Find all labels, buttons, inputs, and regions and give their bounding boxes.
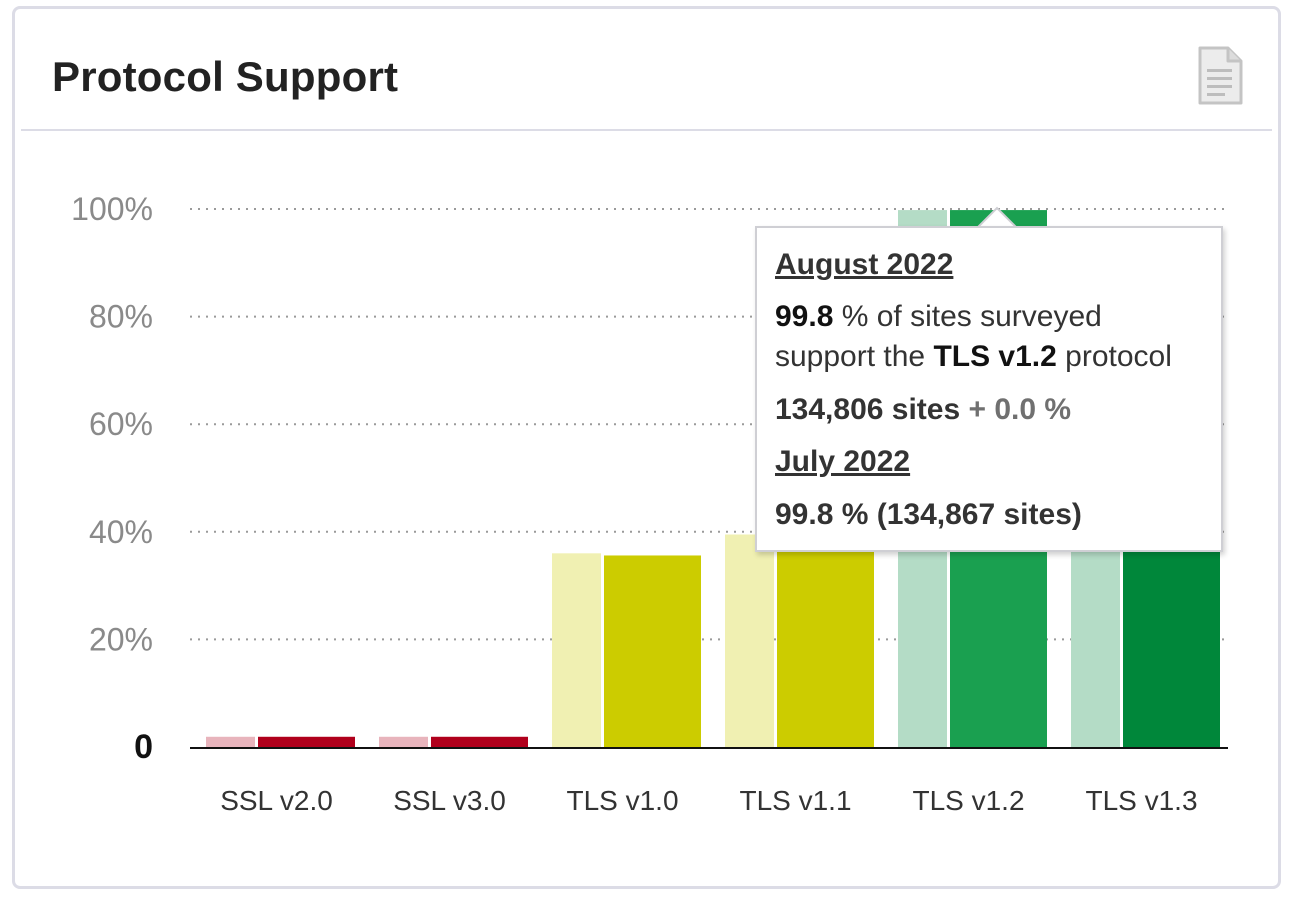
bar-current (258, 736, 355, 747)
y-tick-label: 40% (89, 514, 153, 550)
tooltip-text-2a: support the (775, 340, 934, 373)
tooltip-month: August 2022 (775, 248, 954, 281)
x-tick-label: SSL v2.0 (220, 785, 333, 816)
bar-current (431, 736, 528, 747)
bar-previous (379, 736, 428, 747)
y-tick-label: 0 (134, 728, 153, 766)
tooltip-sites: 134,806 sites (775, 393, 961, 426)
bar-previous (206, 736, 255, 747)
y-tick-label: 20% (89, 621, 153, 657)
tooltip-percent: 99.8 (775, 300, 834, 333)
tooltip-line-1: 99.8 % of sites surveyed (775, 300, 1102, 334)
document-icon[interactable] (1195, 45, 1245, 107)
header-divider (21, 129, 1272, 131)
tooltip-text-1: % of sites surveyed (833, 300, 1102, 333)
bar-current (777, 537, 874, 747)
card-title: Protocol Support (52, 53, 399, 100)
bar-current (1123, 536, 1220, 747)
bar-current (604, 555, 701, 747)
x-tick-label: SSL v3.0 (393, 785, 506, 816)
y-tick-label: 80% (89, 299, 153, 335)
tooltip-prev-month: July 2022 (775, 445, 911, 478)
bar-previous (1071, 537, 1120, 747)
tooltip-protocol: TLS v1.2 (933, 340, 1057, 373)
bar-previous (725, 534, 774, 747)
tooltip-prev-value: 99.8 % (134,867 sites) (775, 498, 1082, 531)
x-tick-label: TLS v1.0 (566, 785, 678, 816)
tooltip-line-2: support the TLS v1.2 protocol (775, 340, 1172, 374)
x-tick-label: TLS v1.1 (739, 785, 851, 816)
x-tick-label: TLS v1.2 (912, 785, 1024, 816)
bar-previous (552, 553, 601, 747)
x-tick-label: TLS v1.3 (1085, 785, 1197, 816)
tooltip-line-3: 134,806 sites + 0.0 % (775, 393, 1071, 427)
chart-tooltip: August 2022 99.8 % of sites surveyed sup… (755, 226, 1223, 552)
tooltip-change: + 0.0 % (968, 393, 1072, 426)
y-tick-label: 60% (89, 406, 153, 442)
tooltip-text-2b: protocol (1056, 340, 1172, 373)
y-tick-label: 100% (71, 191, 153, 227)
